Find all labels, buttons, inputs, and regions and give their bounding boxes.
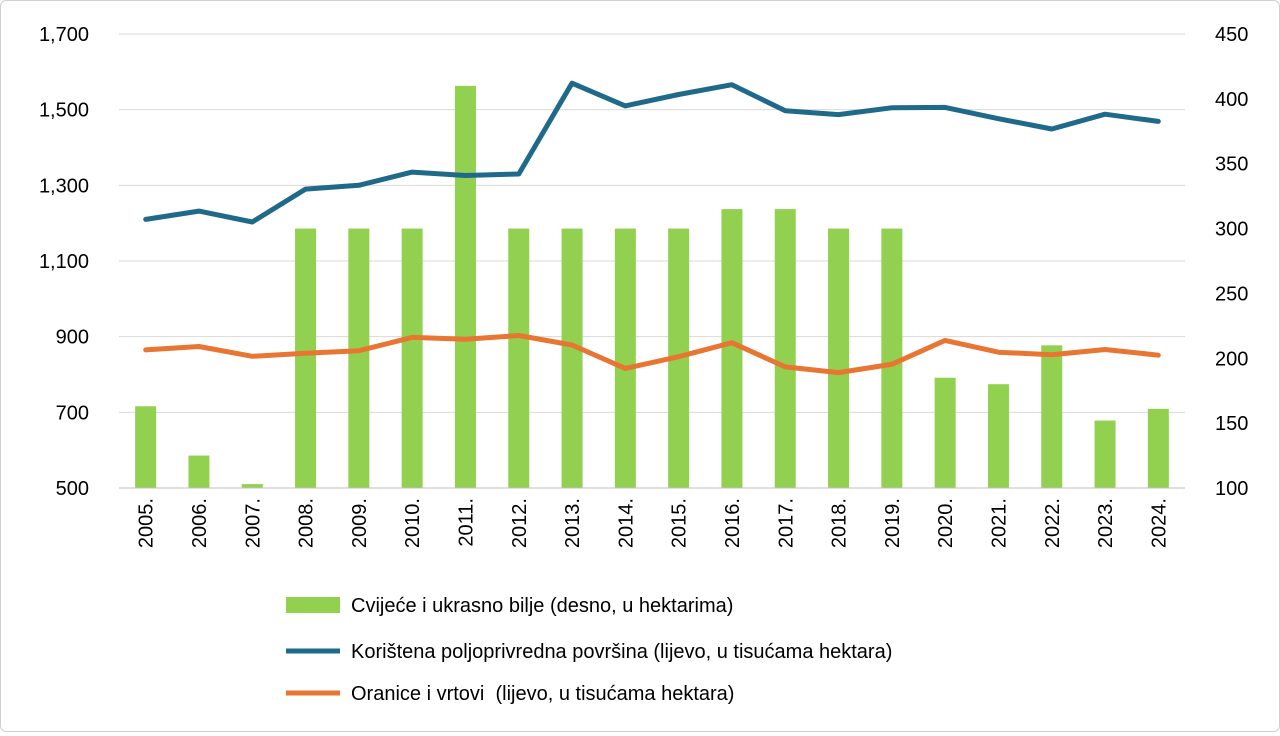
chart-frame: 500 700 900 1,100 1,300 1,500 1,700 100 150 200 2… [0,0,1280,732]
bar [348,229,369,488]
bar [402,229,423,488]
bar [935,378,956,488]
left-axis-ticks: 500 700 900 1,100 1,300 1,500 1,700 [39,24,89,500]
x-tick-label: 2018. [829,498,851,548]
left-tick-label: 900 [56,327,89,349]
left-tick-label: 500 [56,478,89,500]
x-tick-label: 2007. [242,498,264,548]
x-axis-ticks: 2005. 2006. 2007. 2008. 2009. 2010. 2011. 2012.… [136,498,1171,548]
x-tick-label: 2017. [775,498,797,548]
x-tick-label: 2009. [349,498,371,548]
x-tick-label: 2012. [509,498,531,548]
x-tick-label: 2005. [136,498,158,548]
right-tick-label: 150 [1215,413,1248,435]
right-tick-label: 100 [1215,478,1248,500]
bar-series [135,86,1169,488]
x-tick-label: 2010. [402,498,424,548]
legend-swatch-bar [286,597,340,613]
bar [295,229,316,488]
right-tick-label: 250 [1215,283,1248,305]
right-tick-label: 400 [1215,89,1248,111]
x-tick-label: 2014. [615,498,637,548]
bar [1041,345,1062,488]
legend-label: Korištena poljoprivredna površina (lijev… [351,641,892,663]
legend-label: Cvijeće i ukrasno bilje (desno, u hektar… [351,595,733,617]
legend-label: Oranice i vrtovi (lijevo, u tisućama hek… [351,683,734,705]
left-tick-label: 1,700 [39,24,89,46]
bar [242,484,263,488]
x-tick-label: 2006. [189,498,211,548]
right-tick-label: 350 [1215,154,1248,176]
bar [562,229,583,488]
bar [828,229,849,488]
x-tick-label: 2008. [296,498,318,548]
combo-chart: 500 700 900 1,100 1,300 1,500 1,700 100 150 200 2… [1,1,1279,731]
bar [1095,421,1116,488]
bar [988,384,1009,488]
x-tick-label: 2021. [988,498,1010,548]
x-tick-label: 2023. [1095,498,1117,548]
x-tick-label: 2022. [1042,498,1064,548]
line-series-path [146,83,1159,222]
bar [135,406,156,488]
x-tick-label: 2020. [935,498,957,548]
left-tick-label: 700 [56,402,89,424]
right-tick-label: 300 [1215,219,1248,241]
x-tick-label: 2011. [455,498,477,547]
right-tick-label: 450 [1215,24,1248,46]
left-tick-label: 1,300 [39,175,89,197]
bar [508,229,529,488]
left-tick-label: 1,100 [39,251,89,273]
bar [1148,409,1169,488]
legend: Cvijeće i ukrasno bilje (desno, u hektar… [286,595,892,705]
bar [455,86,476,488]
x-tick-label: 2024. [1148,498,1170,548]
bar [775,209,796,488]
x-tick-label: 2013. [562,498,584,548]
left-tick-label: 1,500 [39,100,89,122]
right-axis-ticks: 100 150 200 250 300 350 400 450 [1215,24,1248,500]
x-tick-label: 2015. [669,498,691,548]
x-tick-label: 2016. [722,498,744,548]
bar [188,456,209,488]
bar [615,229,636,488]
x-tick-label: 2019. [882,498,904,548]
right-tick-label: 200 [1215,348,1248,370]
